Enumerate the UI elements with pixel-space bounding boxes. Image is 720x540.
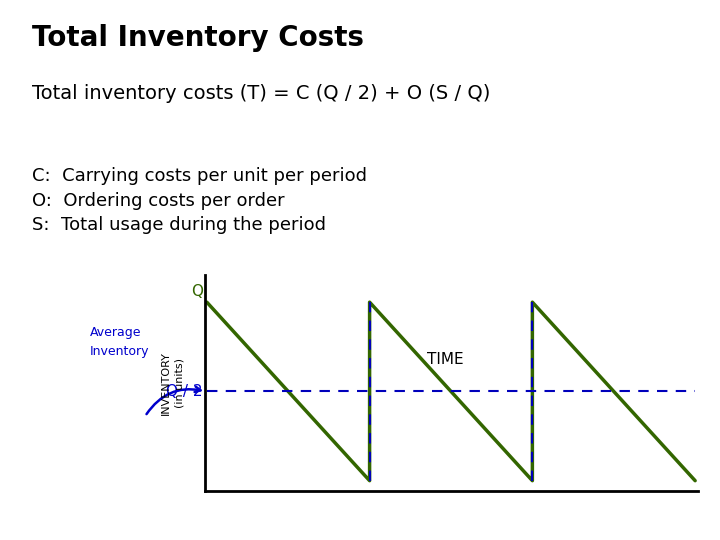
Text: O:  Ordering costs per order: O: Ordering costs per order (32, 192, 285, 210)
Text: Total inventory costs (T) = C (Q / 2) + O (S / Q): Total inventory costs (T) = C (Q / 2) + … (32, 84, 491, 103)
Text: Q / 2: Q / 2 (166, 384, 203, 399)
Text: INVENTORY: INVENTORY (161, 352, 171, 415)
Text: (in units): (in units) (175, 359, 185, 408)
Text: Q: Q (191, 284, 203, 299)
Text: TIME: TIME (426, 352, 463, 367)
Text: Inventory: Inventory (90, 345, 150, 358)
Text: S:  Total usage during the period: S: Total usage during the period (32, 216, 326, 234)
Text: C:  Carrying costs per unit per period: C: Carrying costs per unit per period (32, 167, 367, 185)
Text: Average: Average (90, 326, 142, 339)
Text: Total Inventory Costs: Total Inventory Costs (32, 24, 364, 52)
